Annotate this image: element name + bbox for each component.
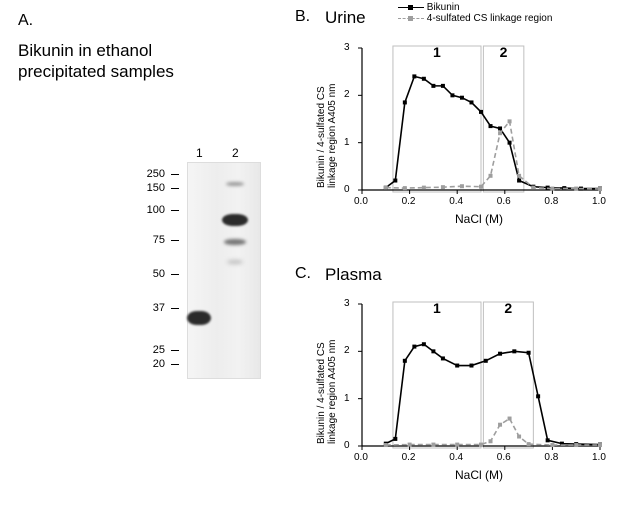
legend-label-cs: 4-sulfated CS linkage region bbox=[427, 13, 553, 24]
mw-label: 250 bbox=[135, 168, 165, 180]
x-tick-label: 0.6 bbox=[497, 452, 511, 463]
region-label: 1 bbox=[433, 300, 441, 316]
mw-label: 100 bbox=[135, 204, 165, 216]
region-label: 2 bbox=[504, 300, 512, 316]
y-axis-label: Bikunin / 4-sulfated CSlinkage region A4… bbox=[316, 83, 338, 188]
gel-lane-label: 2 bbox=[232, 146, 239, 160]
mw-label: 20 bbox=[135, 358, 165, 370]
gel-band bbox=[224, 239, 246, 245]
panel-a-label: A. bbox=[18, 12, 33, 30]
y-tick-label: 1 bbox=[344, 393, 350, 404]
chart-urine: 1 2 0 1 2 3 0.0 0.2 0.4 0.6 0.8 1.0 Bikunin / 4-sulf… bbox=[310, 34, 610, 234]
x-tick-label: 0.8 bbox=[544, 196, 558, 207]
y-tick-label: 3 bbox=[344, 42, 350, 53]
x-tick-label: 0.6 bbox=[497, 196, 511, 207]
mw-label: 150 bbox=[135, 182, 165, 194]
mw-label: 37 bbox=[135, 302, 165, 314]
region-label: 2 bbox=[500, 44, 508, 60]
x-tick-label: 0.4 bbox=[449, 452, 463, 463]
legend: Bikunin 4-sulfated CS linkage region bbox=[398, 2, 552, 24]
gel-band bbox=[222, 214, 248, 226]
y-tick-label: 3 bbox=[344, 298, 350, 309]
y-axis-label: Bikunin / 4-sulfated CSlinkage region A4… bbox=[316, 339, 338, 444]
x-tick-label: 1.0 bbox=[592, 196, 606, 207]
y-tick-label: 1 bbox=[344, 137, 350, 148]
panel-b-title: Urine bbox=[325, 8, 366, 28]
x-tick-label: 0.2 bbox=[402, 196, 416, 207]
legend-label-bikunin: Bikunin bbox=[427, 2, 460, 13]
y-tick-label: 2 bbox=[344, 345, 350, 356]
region-label: 1 bbox=[433, 44, 441, 60]
panel-a-title: Bikunin in ethanolprecipitated samples bbox=[18, 40, 248, 83]
x-tick-label: 0.2 bbox=[402, 452, 416, 463]
chart-plasma: 1 2 0 1 2 3 0.0 0.2 0.4 0.6 0.8 1.0 Bikunin / 4-sulf… bbox=[310, 290, 610, 490]
legend-item-bikunin: Bikunin bbox=[398, 2, 552, 13]
gel-band bbox=[226, 182, 244, 186]
x-axis-label: NaCl (M) bbox=[455, 212, 503, 226]
panel-b-label: B. bbox=[295, 8, 310, 26]
x-tick-label: 1.0 bbox=[592, 452, 606, 463]
gel-lane-label: 1 bbox=[196, 146, 203, 160]
mw-label: 75 bbox=[135, 234, 165, 246]
x-axis-label: NaCl (M) bbox=[455, 468, 503, 482]
x-tick-label: 0.0 bbox=[354, 452, 368, 463]
gel-band bbox=[227, 260, 243, 264]
mw-label: 25 bbox=[135, 344, 165, 356]
x-tick-label: 0.0 bbox=[354, 196, 368, 207]
y-tick-label: 0 bbox=[344, 440, 350, 451]
y-tick-label: 0 bbox=[344, 184, 350, 195]
gel-image: 122501501007550372520 bbox=[135, 150, 265, 380]
panel-c-label: C. bbox=[295, 265, 311, 283]
x-tick-label: 0.4 bbox=[449, 196, 463, 207]
y-tick-label: 2 bbox=[344, 89, 350, 100]
x-tick-label: 0.8 bbox=[544, 452, 558, 463]
gel-band bbox=[187, 311, 211, 325]
mw-label: 50 bbox=[135, 268, 165, 280]
legend-item-cs: 4-sulfated CS linkage region bbox=[398, 13, 552, 24]
panel-c-title: Plasma bbox=[325, 265, 382, 285]
